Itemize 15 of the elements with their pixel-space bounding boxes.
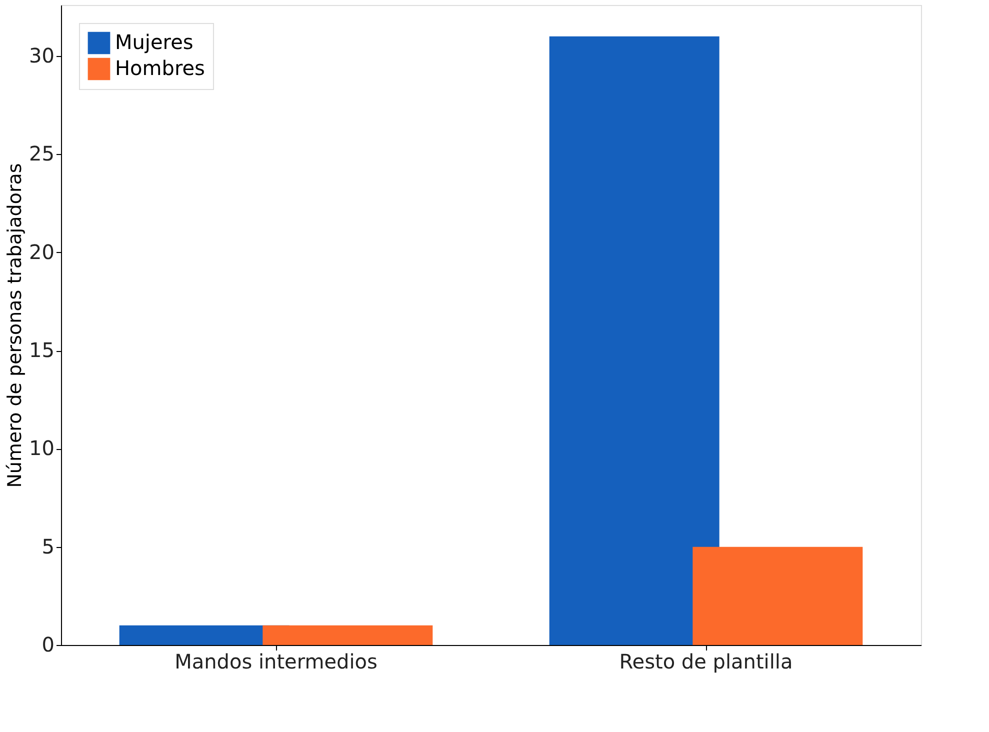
y-tick-label: 10 [29, 436, 54, 460]
y-tick-label: 30 [29, 44, 54, 68]
y-tick-label: 15 [29, 338, 54, 362]
x-tick-label: Mandos intermedios [174, 650, 378, 674]
y-axis-title: Número de personas trabajadoras [4, 163, 26, 488]
y-tick-label: 0 [42, 632, 54, 656]
y-tick-label: 20 [29, 240, 54, 264]
y-tick-label: 5 [42, 534, 54, 558]
bar [692, 546, 863, 645]
y-tick-label: 25 [29, 142, 54, 166]
bar [549, 36, 720, 645]
legend-label: Hombres [115, 56, 205, 80]
bar [262, 625, 433, 645]
x-tick-label: Resto de plantilla [619, 650, 793, 674]
legend-label: Mujeres [115, 30, 194, 54]
